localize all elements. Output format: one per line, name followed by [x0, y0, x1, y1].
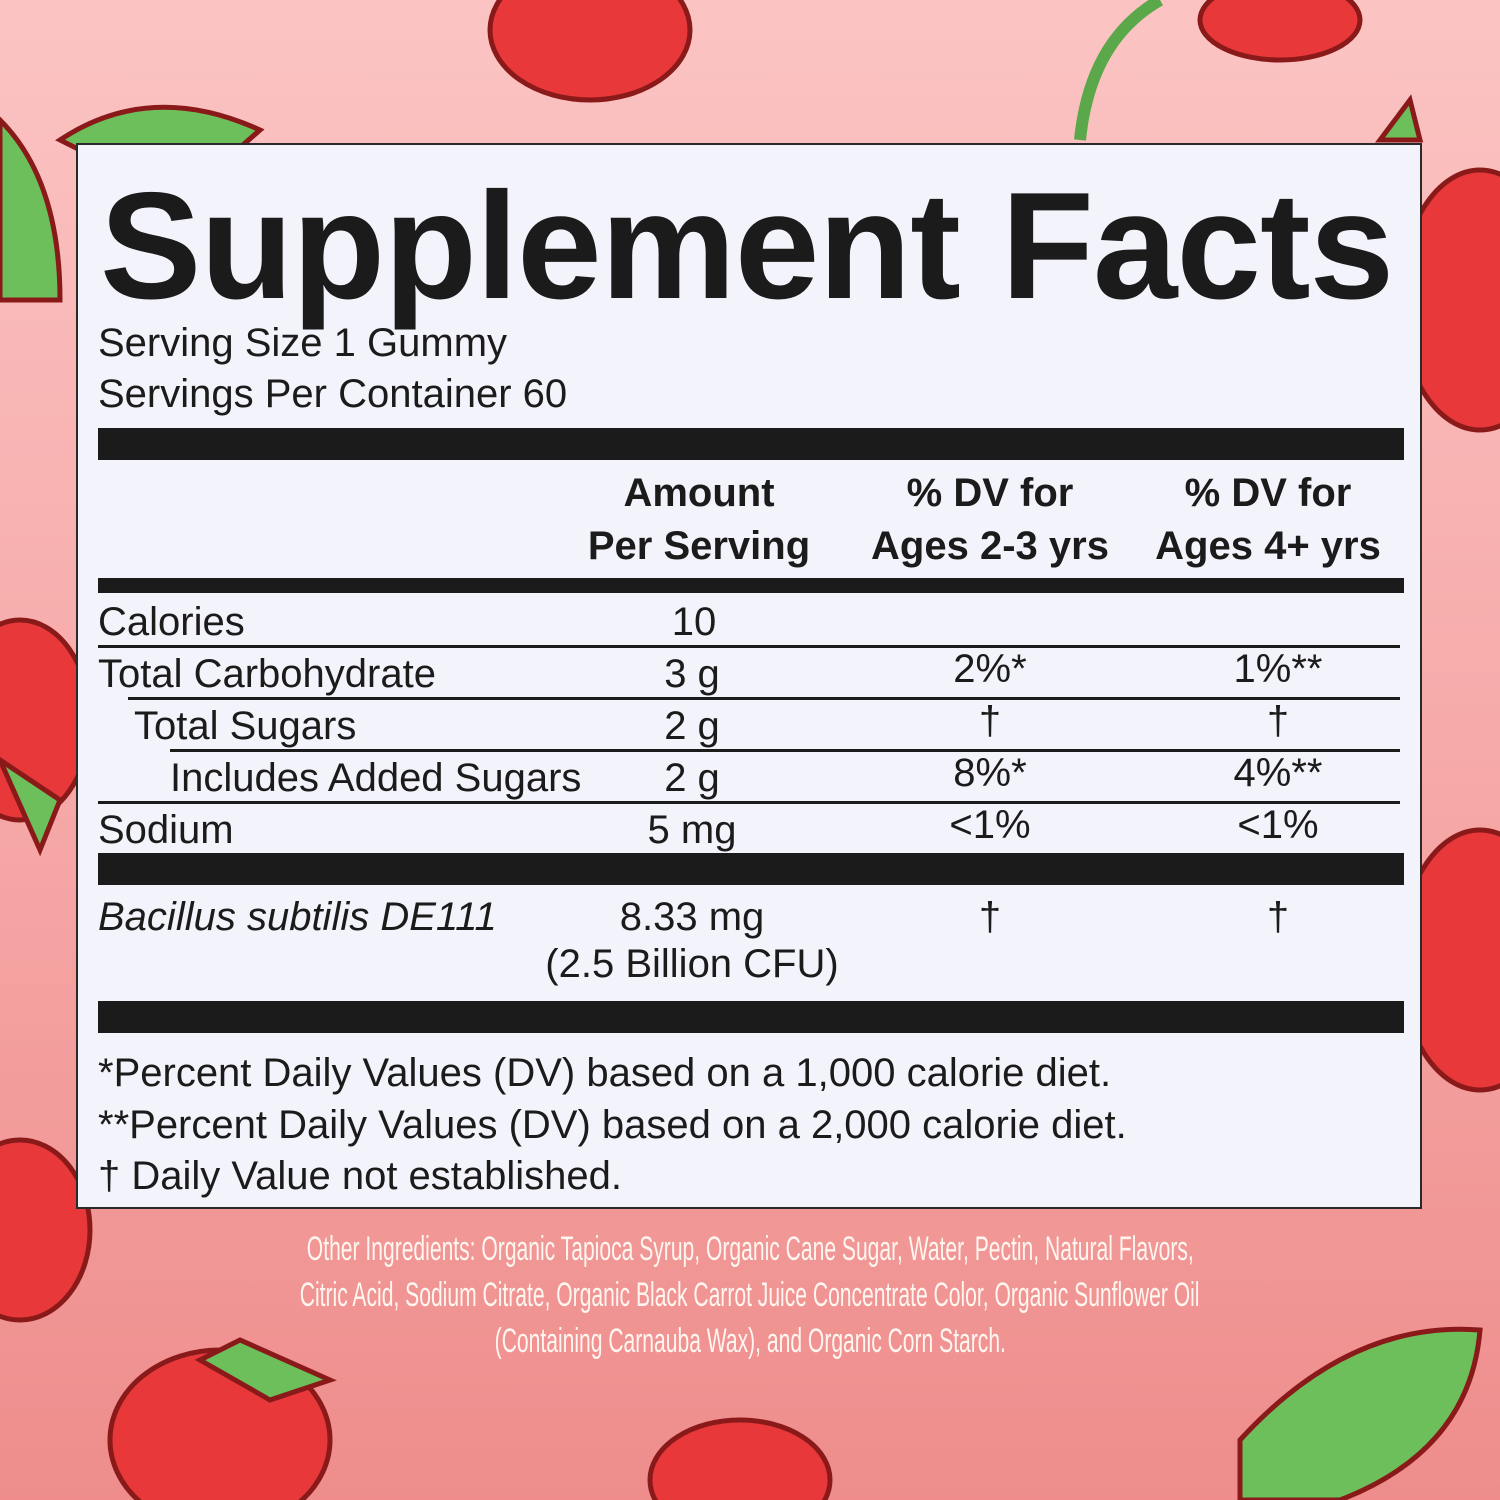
header-line: % DV for: [906, 471, 1074, 515]
panel-title: Supplement Facts: [100, 161, 1394, 331]
row-dv-young: †: [978, 699, 1002, 743]
row-name: Calories: [98, 600, 245, 644]
row-dv-young: <1%: [949, 803, 1031, 847]
row-name: Includes Added Sugars: [170, 756, 582, 800]
serving-size: Serving Size 1 Gummy: [98, 321, 508, 365]
probiotic-cfu: (2.5 Billion CFU): [545, 942, 839, 986]
row-amount: 2 g: [664, 756, 720, 800]
ingredients-line: Citric Acid, Sodium Citrate, Organic Bla…: [300, 1276, 1200, 1314]
header-dv-ages-2-3: % DV for Ages 2-3 yrs: [871, 467, 1109, 573]
row-dv-older: <1%: [1237, 803, 1319, 847]
header-line: Ages 4+ yrs: [1155, 524, 1381, 568]
row-amount: 10: [671, 600, 717, 644]
divider-thick: [98, 428, 1404, 460]
row-amount: 2 g: [664, 704, 720, 748]
row-dv-older: †: [1266, 699, 1290, 743]
row-dv-older: 4%**: [1233, 751, 1323, 795]
header-line: % DV for: [1184, 471, 1352, 515]
row-dv-older: 1%**: [1233, 647, 1323, 691]
divider-thick: [98, 1001, 1404, 1033]
row-divider: [98, 645, 1400, 648]
other-ingredients: Other Ingredients: Organic Tapioca Syrup…: [0, 1226, 1500, 1364]
header-line: Per Serving: [587, 524, 811, 568]
row-dv-young: 8%*: [953, 751, 1027, 795]
supplement-facts-panel: Supplement Facts Serving Size 1 Gummy Se…: [76, 143, 1422, 1209]
ingredients-line: (Containing Carnauba Wax), and Organic C…: [494, 1322, 1006, 1360]
probiotic-dv-young: †: [978, 895, 1002, 939]
row-amount: 3 g: [664, 652, 720, 696]
row-name: Total Sugars: [134, 704, 357, 748]
ingredients-line: Other Ingredients: Organic Tapioca Syrup…: [306, 1230, 1194, 1268]
header-line: Ages 2-3 yrs: [871, 524, 1109, 568]
header-dv-ages-4plus: % DV for Ages 4+ yrs: [1155, 467, 1381, 573]
row-name: Total Carbohydrate: [98, 652, 436, 696]
footnote: † Daily Value not established.: [98, 1154, 623, 1198]
servings-per-container: Servings Per Container 60: [98, 372, 568, 416]
footnote: **Percent Daily Values (DV) based on a 2…: [98, 1103, 1127, 1147]
footnote: *Percent Daily Values (DV) based on a 1,…: [98, 1051, 1112, 1095]
row-divider: [170, 749, 1400, 752]
probiotic-amount: 8.33 mg: [619, 895, 765, 939]
divider-thick: [98, 853, 1404, 885]
row-name: Sodium: [98, 808, 234, 852]
probiotic-name: Bacillus subtilis DE111: [98, 895, 497, 939]
row-amount: 5 mg: [647, 808, 737, 852]
header-line: Amount: [623, 471, 775, 515]
probiotic-dv-older: †: [1266, 895, 1290, 939]
row-dv-young: 2%*: [953, 647, 1027, 691]
row-divider: [98, 801, 1400, 804]
row-divider: [128, 697, 1400, 700]
header-amount: Amount Per Serving: [588, 467, 810, 573]
divider-medium: [98, 578, 1404, 593]
